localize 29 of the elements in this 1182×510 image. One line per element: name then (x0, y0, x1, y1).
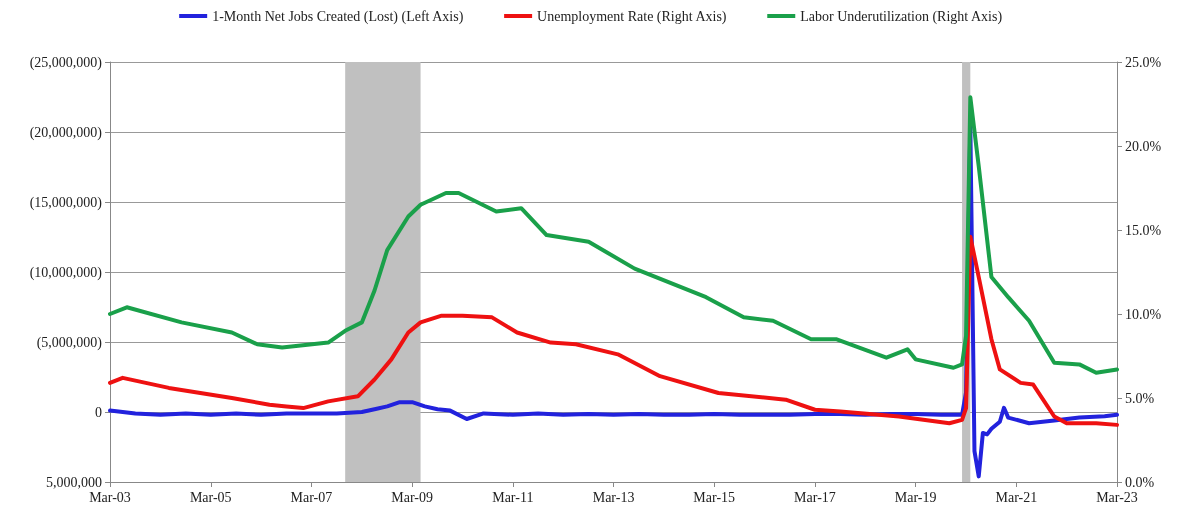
y-tick-label: (15,000,000) (29, 194, 103, 211)
x-tick-label: Mar-09 (391, 489, 434, 505)
y2-tick-label: 20.0% (1125, 138, 1162, 154)
x-tick-label: Mar-21 (995, 489, 1038, 505)
y-tick-label: (20,000,000) (29, 124, 103, 141)
y-tick-label: 5,000,000 (46, 474, 102, 490)
x-tick-label: Mar-17 (794, 489, 836, 505)
y-tick-label: (5,000,000) (36, 334, 103, 351)
x-tick-label: Mar-19 (894, 489, 937, 505)
line-series (108, 95, 1119, 375)
y2-tick-label: 5.0% (1125, 390, 1155, 406)
y2-tick-label: 25.0% (1125, 54, 1162, 70)
y2-tick-label: 15.0% (1125, 222, 1162, 238)
legend-label: Labor Underutilization (Right Axis) (800, 8, 1003, 25)
x-tick-label: Mar-15 (693, 489, 736, 505)
y-tick-label: 0 (95, 404, 102, 420)
y-tick-label: (10,000,000) (29, 264, 103, 281)
x-tick-label: Mar-23 (1096, 489, 1138, 505)
legend-label: Unemployment Rate (Right Axis) (537, 8, 727, 25)
line-series (108, 234, 1119, 427)
y2-tick-label: 0.0% (1125, 474, 1155, 490)
x-tick-label: Mar-13 (592, 489, 635, 505)
x-tick-label: Mar-05 (189, 489, 232, 505)
y2-tick-label: 10.0% (1125, 306, 1162, 322)
y-tick-label: (25,000,000) (29, 54, 103, 71)
legend-label: 1-Month Net Jobs Created (Lost) (Left Axis) (212, 8, 464, 25)
x-tick-label: Mar-11 (492, 489, 534, 505)
x-tick-label: Mar-07 (290, 489, 333, 505)
x-tick-label: Mar-03 (89, 489, 131, 505)
